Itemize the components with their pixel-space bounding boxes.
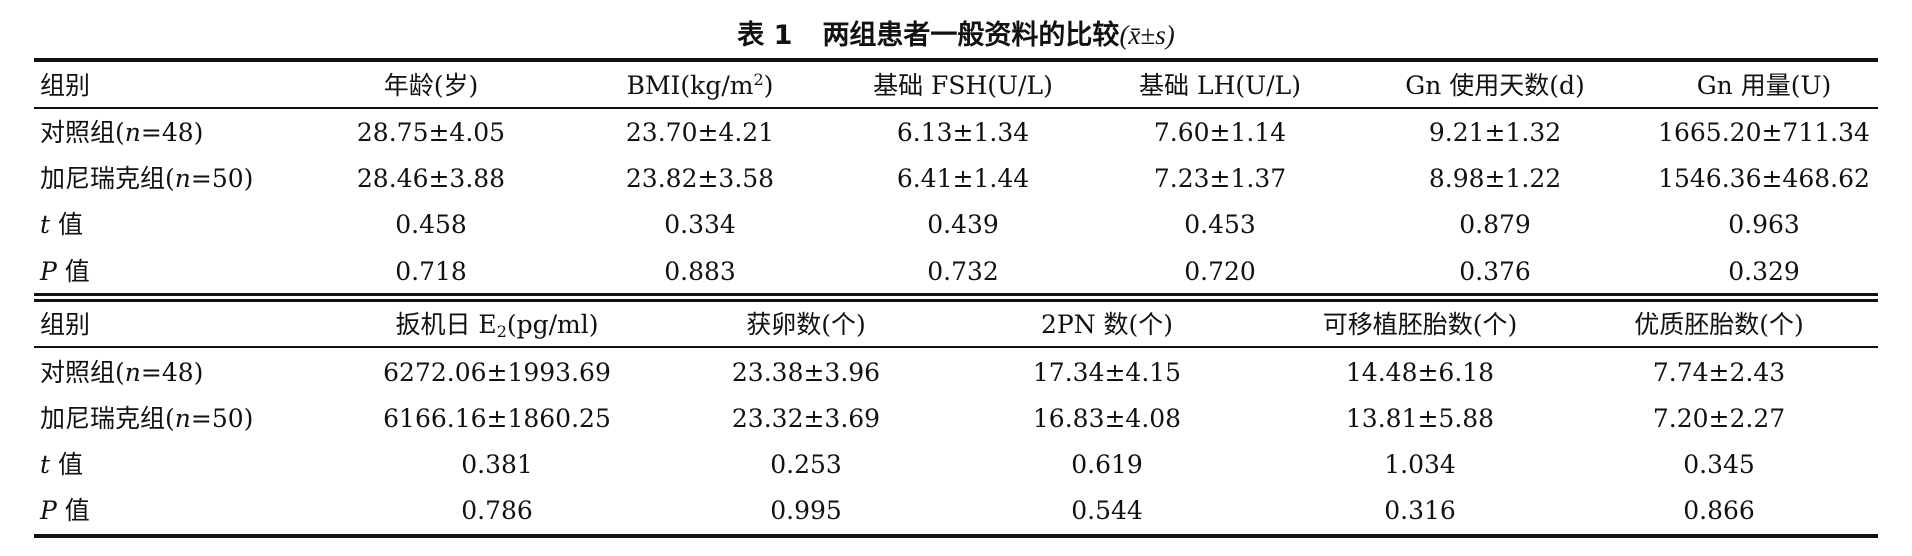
table1-header-row: 组别 年龄(岁) BMI(kg/m2) 基础 FSH(U/L) 基础 LH(U/… [0, 66, 1912, 106]
table-cell: 0.253 [770, 450, 842, 479]
table-cell: 6272.06±1993.69 [383, 358, 611, 387]
table-row: 对照组(n=48) 28.75±4.05 23.70±4.21 6.13±1.3… [0, 113, 1912, 153]
row-label: P 值 [40, 257, 90, 286]
bottom-rule [34, 534, 1878, 538]
table-cell: 0.544 [1071, 496, 1143, 525]
table-row: 加尼瑞克组(n=50) 28.46±3.88 23.82±3.58 6.41±1… [0, 159, 1912, 199]
table-cell: 23.38±3.96 [731, 358, 881, 387]
table-cell: 28.46±3.88 [356, 164, 506, 193]
table-cell: 0.316 [1384, 496, 1456, 525]
table-cell: 28.75±4.05 [356, 118, 506, 147]
table-cell: 1.034 [1384, 450, 1456, 479]
table-cell: 23.82±3.58 [625, 164, 775, 193]
section-rule-lower [34, 299, 1878, 302]
table-cell: 6.13±1.34 [896, 118, 1030, 147]
table2-header-row: 组别 扳机日 E2(pg/ml) 获卵数(个) 2PN 数(个) 可移植胚胎数(… [0, 305, 1912, 345]
row-label: 加尼瑞克组(n=50) [40, 404, 254, 433]
table-cell: 0.883 [664, 257, 736, 286]
table-cell: 17.34±4.15 [1032, 358, 1182, 387]
table2-header-group: 组别 [40, 310, 91, 339]
table2-header-e2: 扳机日 E2(pg/ml) [395, 310, 599, 341]
table-row: P 值 0.786 0.995 0.544 0.316 0.866 [0, 491, 1912, 531]
table-row: 加尼瑞克组(n=50) 6166.16±1860.25 23.32±3.69 1… [0, 399, 1912, 439]
table-cell: 0.439 [927, 210, 999, 239]
table-cell: 0.786 [461, 496, 533, 525]
table1-header-fsh: 基础 FSH(U/L) [873, 71, 1053, 100]
table2-header-rule [34, 346, 1878, 348]
table-cell: 6.41±1.44 [896, 164, 1030, 193]
table-row: t 值 0.381 0.253 0.619 1.034 0.345 [0, 445, 1912, 485]
table-cell: 0.995 [770, 496, 842, 525]
row-label: 加尼瑞克组(n=50) [40, 164, 254, 193]
table-row: 对照组(n=48) 6272.06±1993.69 23.38±3.96 17.… [0, 353, 1912, 393]
table-cell: 0.345 [1683, 450, 1755, 479]
table1-header-age: 年龄(岁) [383, 71, 479, 100]
table-cell: 0.453 [1184, 210, 1256, 239]
table-cell: 16.83±4.08 [1032, 404, 1182, 433]
table-cell: 0.866 [1683, 496, 1755, 525]
table-cell: 6166.16±1860.25 [383, 404, 611, 433]
table-cell: 23.70±4.21 [625, 118, 775, 147]
top-rule [34, 58, 1878, 62]
table-cell: 8.98±1.22 [1428, 164, 1562, 193]
row-label: 对照组(n=48) [40, 358, 204, 387]
table-cell: 0.619 [1071, 450, 1143, 479]
table-row: t 值 0.458 0.334 0.439 0.453 0.879 0.963 [0, 205, 1912, 245]
table-cell: 0.732 [927, 257, 999, 286]
table-cell: 0.381 [461, 450, 533, 479]
table-cell: 0.879 [1459, 210, 1531, 239]
row-label: t 值 [40, 450, 83, 479]
table-cell: 7.20±2.27 [1652, 404, 1786, 433]
table-cell: 1665.20±711.34 [1658, 118, 1870, 147]
row-label: t 值 [40, 210, 83, 239]
table-cell: 0.334 [664, 210, 736, 239]
table-cell: 0.718 [395, 257, 467, 286]
table2-header-quality: 优质胚胎数(个) [1634, 310, 1804, 339]
table2-header-embryos: 可移植胚胎数(个) [1322, 310, 1518, 339]
table-caption: 表 1 两组患者一般资料的比较(x̄±s) [0, 16, 1912, 54]
table-cell: 1546.36±468.62 [1658, 164, 1870, 193]
table-cell: 0.963 [1728, 210, 1800, 239]
table-cell: 0.376 [1459, 257, 1531, 286]
table1-header-rule [34, 107, 1878, 109]
table-cell: 7.74±2.43 [1652, 358, 1786, 387]
caption-title: 两组患者一般资料的比较 [822, 20, 1120, 51]
table-cell: 13.81±5.88 [1345, 404, 1495, 433]
table-cell: 9.21±1.32 [1428, 118, 1562, 147]
table1-header-bmi: BMI(kg/m2) [626, 70, 774, 100]
table1-header-gn-dose: Gn 用量(U) [1696, 71, 1832, 100]
table-cell: 0.329 [1728, 257, 1800, 286]
table-cell: 7.60±1.14 [1153, 118, 1287, 147]
table-cell: 0.720 [1184, 257, 1256, 286]
table-cell: 14.48±6.18 [1345, 358, 1495, 387]
table1-header-gn-days: Gn 使用天数(d) [1405, 71, 1585, 100]
section-rule-upper [34, 293, 1878, 296]
caption-number: 表 1 [737, 20, 793, 51]
table-cell: 0.458 [395, 210, 467, 239]
row-label: P 值 [40, 496, 90, 525]
table2-header-2pn: 2PN 数(个) [1040, 310, 1174, 339]
table2-header-eggs: 获卵数(个) [746, 310, 866, 339]
row-label: 对照组(n=48) [40, 118, 204, 147]
caption-stat: (x̄±s) [1119, 20, 1175, 50]
table-cell: 7.23±1.37 [1153, 164, 1287, 193]
table1-header-lh: 基础 LH(U/L) [1139, 71, 1301, 100]
table-cell: 23.32±3.69 [731, 404, 881, 433]
table1-header-group: 组别 [40, 71, 91, 100]
table-row: P 值 0.718 0.883 0.732 0.720 0.376 0.329 [0, 252, 1912, 292]
